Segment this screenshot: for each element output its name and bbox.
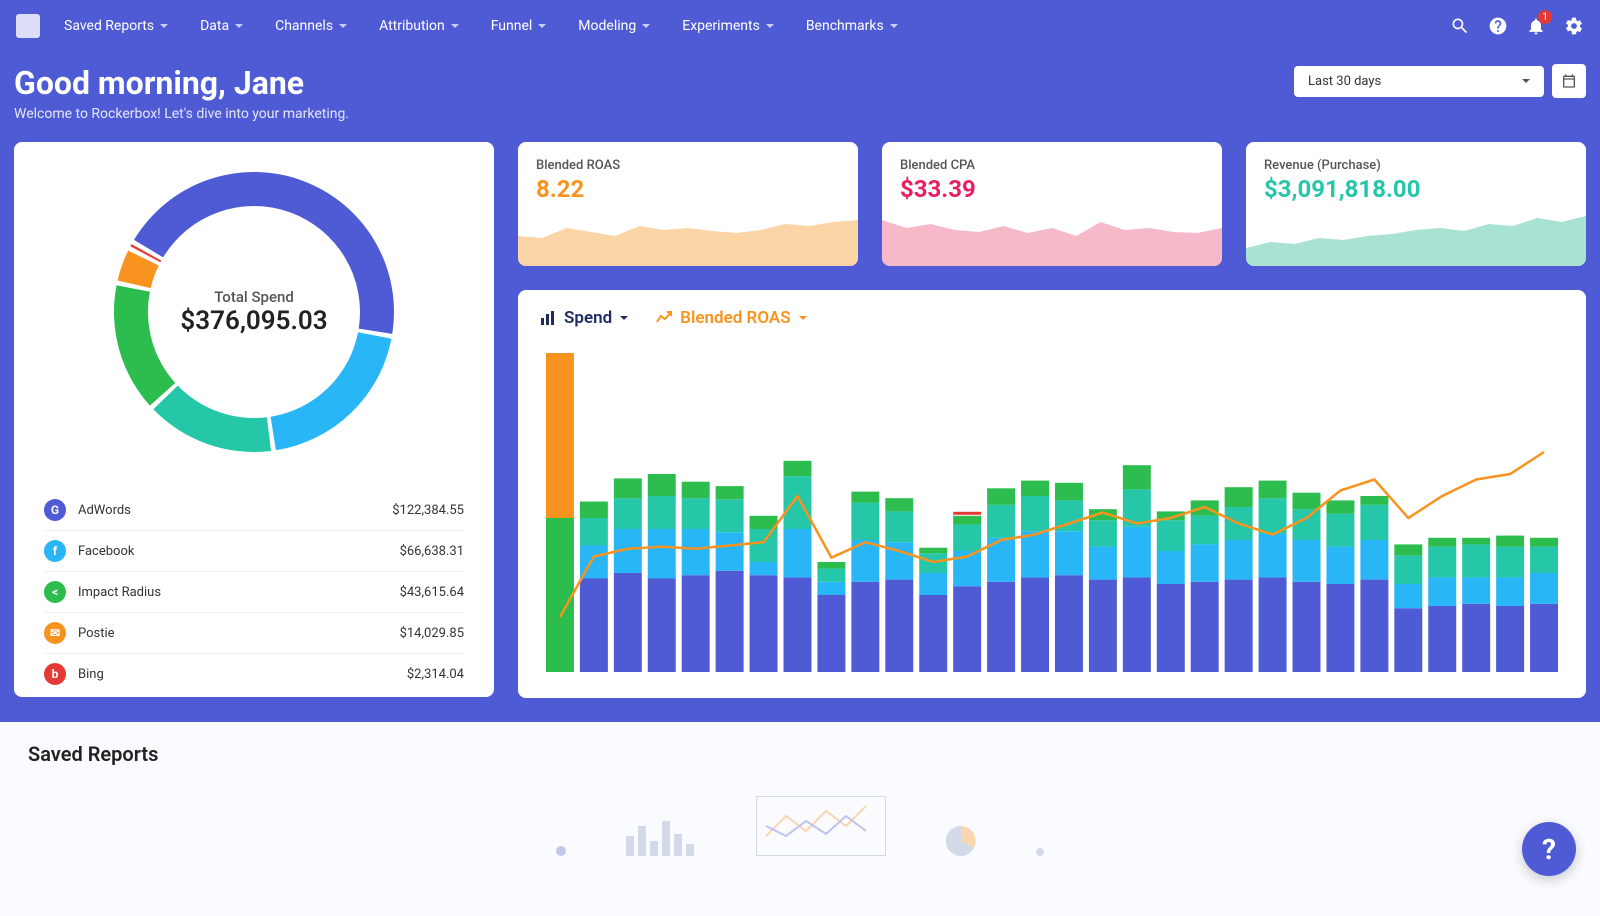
donut-center-label: Total Spend [214,288,294,306]
channel-icon: f [44,540,66,562]
notif-badge: 1 [1538,10,1552,24]
greeting-title: Good morning, Jane [14,64,349,102]
kpi-card[interactable]: Revenue (Purchase) $3,091,818.00 [1246,142,1586,266]
nav-item-experiments[interactable]: Experiments [682,18,774,34]
kpi-label: Blended ROAS [518,158,858,173]
nav-icons: 1 [1450,16,1584,36]
nav-items: Saved Reports Data Channels Attribution Funn… [64,18,1450,34]
kpi-card[interactable]: Blended CPA $33.39 [882,142,1222,266]
channel-icon: G [44,499,66,521]
greeting-subtitle: Welcome to Rockerbox! Let's dive into yo… [14,106,349,122]
nav-item-saved-reports[interactable]: Saved Reports [64,18,168,34]
combo-metric-roas[interactable]: Blended ROAS [656,308,806,328]
channel-label: AdWords [78,503,392,518]
channel-icon: b [44,663,66,685]
chat-fab[interactable]: ? [1522,822,1576,876]
settings-icon[interactable] [1564,16,1584,36]
logo[interactable] [16,14,40,38]
nav-item-modeling[interactable]: Modeling [578,18,650,34]
kpi-row: Blended ROAS 8.22 Blended CPA $33.39 Revenue… [518,142,1586,266]
channel-label: Impact Radius [78,585,400,600]
total-spend-card: Total Spend $376,095.03 G AdWords$122,384… [14,142,494,697]
notifications-icon[interactable]: 1 [1526,16,1546,36]
channel-value: $2,314.04 [407,667,464,682]
combo-metric-spend[interactable]: Spend [540,308,628,328]
spend-row[interactable]: f Facebook$66,638.31 [44,531,464,572]
combo-chart-card: Spend Blended ROAS [518,290,1586,698]
date-range-select[interactable]: Last 30 days [1294,66,1544,97]
navbar: Saved Reports Data Channels Attribution Funn… [0,0,1600,52]
calendar-button[interactable] [1552,64,1586,98]
channel-label: Postie [78,626,400,641]
kpi-value: 8.22 [518,175,858,203]
kpi-value: $33.39 [882,175,1222,203]
kpi-label: Blended CPA [882,158,1222,173]
date-range-label: Last 30 days [1308,74,1381,89]
help-icon: ? [1542,833,1556,866]
donut-center-value: $376,095.03 [180,306,327,336]
saved-reports-section: Saved Reports [0,722,1600,916]
nav-item-data[interactable]: Data [200,18,243,34]
channel-value: $43,615.64 [400,585,464,600]
help-icon[interactable] [1488,16,1508,36]
spend-row[interactable]: G AdWords$122,384.55 [44,490,464,531]
channel-value: $122,384.55 [392,503,464,518]
nav-item-funnel[interactable]: Funnel [491,18,547,34]
combo-metric1-label: Spend [564,308,612,328]
nav-item-channels[interactable]: Channels [275,18,347,34]
channel-label: Bing [78,667,407,682]
kpi-value: $3,091,818.00 [1246,175,1586,203]
channel-value: $14,029.85 [400,626,464,641]
header: Good morning, Jane Welcome to Rockerbox!… [0,52,1600,142]
spend-donut-chart: Total Spend $376,095.03 [104,162,404,462]
channel-label: Facebook [78,544,400,559]
nav-item-benchmarks[interactable]: Benchmarks [806,18,898,34]
channel-icon: ✉ [44,622,66,644]
channel-value: $66,638.31 [400,544,464,559]
search-icon[interactable] [1450,16,1470,36]
decorative-illustrations [28,796,1572,856]
kpi-label: Revenue (Purchase) [1246,158,1586,173]
spend-row[interactable]: b Bing$2,314.04 [44,654,464,694]
combo-metric2-label: Blended ROAS [680,308,790,328]
saved-reports-title: Saved Reports [28,742,1572,766]
nav-item-attribution[interactable]: Attribution [379,18,459,34]
channel-icon: < [44,581,66,603]
kpi-card[interactable]: Blended ROAS 8.22 [518,142,858,266]
spend-list: G AdWords$122,384.55 f Facebook$66,638.31 < I… [24,490,484,694]
spend-row[interactable]: ✉ Postie$14,029.85 [44,613,464,654]
spend-row[interactable]: < Impact Radius$43,615.64 [44,572,464,613]
